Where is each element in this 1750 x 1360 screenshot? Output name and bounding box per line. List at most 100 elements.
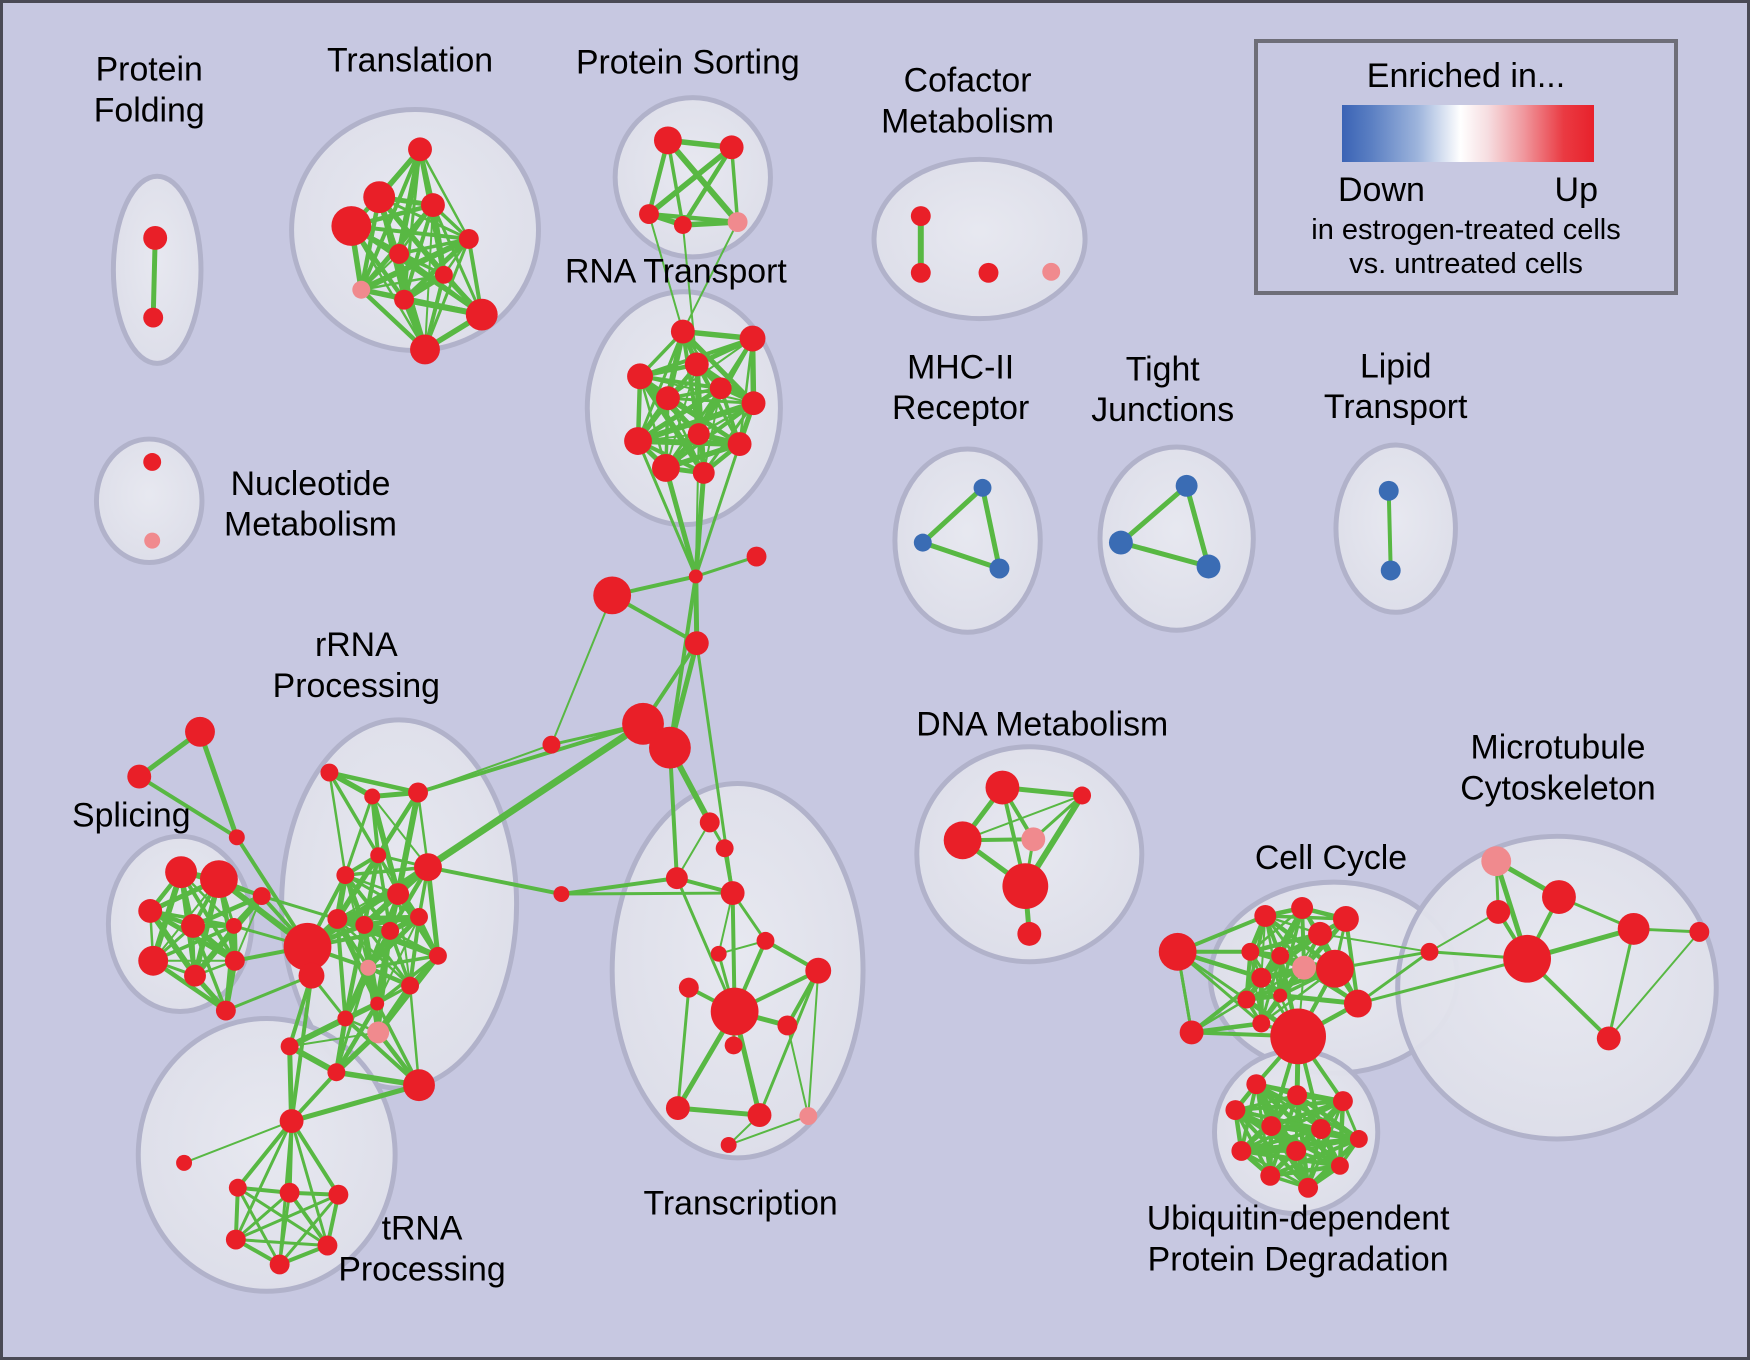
- trna-label: tRNA: [382, 1209, 463, 1247]
- microtubule-node-3: [1503, 934, 1552, 983]
- ubiquitin-node-5: [1311, 1119, 1331, 1139]
- ubiquitin-label: Protein Degradation: [1148, 1240, 1449, 1278]
- splicing-node-0: [165, 856, 198, 889]
- microtubule-node-1: [1542, 880, 1576, 914]
- rrna-node-4: [336, 866, 355, 885]
- trna-node-2: [228, 1178, 247, 1197]
- dna-node-1: [1073, 786, 1092, 805]
- cofactor-node-1: [910, 262, 931, 283]
- splicing_tri-node-2: [228, 829, 245, 846]
- rna_transport-label: RNA Transport: [565, 253, 787, 291]
- tight-node-1: [1108, 530, 1133, 555]
- cofactor-label: Metabolism: [881, 102, 1054, 140]
- transcription-node-6: [805, 957, 832, 984]
- chain-node-6: [542, 735, 561, 754]
- rrna-node-17: [280, 1037, 299, 1056]
- nodes-layer: [127, 126, 1710, 1275]
- protein_sorting-node-1: [719, 135, 744, 160]
- rrna-node-16: [367, 1021, 390, 1044]
- ubiquitin-node-4: [1261, 1116, 1282, 1136]
- microtubule-node-4: [1420, 942, 1439, 961]
- cell_cycle-node-0: [1158, 932, 1197, 971]
- rrna-node-10: [410, 907, 428, 926]
- legend-up-label: Up: [1554, 171, 1598, 209]
- rna_transport-node-0: [670, 319, 695, 344]
- transcription-node-4: [756, 931, 775, 950]
- chain-node-4: [622, 702, 664, 745]
- trna-node-3: [279, 1182, 300, 1203]
- splicing_tri-node-0: [185, 716, 215, 747]
- legend-title: Enriched in...: [1366, 57, 1566, 95]
- cell_cycle-node-12: [1252, 1014, 1271, 1033]
- cell_cycle-node-14: [1270, 1008, 1327, 1065]
- cofactor-node-2: [978, 262, 999, 283]
- trna-node-4: [328, 1184, 349, 1205]
- rna_transport-node-2: [684, 352, 709, 377]
- cell_cycle-node-2: [1291, 897, 1314, 919]
- transcription-node-1: [715, 839, 734, 858]
- mhc-node-2: [989, 558, 1010, 579]
- cell_cycle-node-9: [1316, 949, 1354, 988]
- transcription-node-3: [720, 881, 745, 906]
- cell_cycle-label: Cell Cycle: [1255, 839, 1407, 877]
- ubiquitin-node-9: [1330, 1156, 1349, 1175]
- rna_transport-node-4: [709, 377, 732, 400]
- lipid-label: Transport: [1324, 388, 1468, 426]
- chain-node-1: [746, 546, 767, 567]
- transcription-node-9: [777, 1015, 798, 1036]
- legend-subtitle-line2: vs. untreated cells: [1349, 248, 1583, 280]
- transcription-node-14: [720, 1136, 737, 1153]
- microtubule-node-6: [1689, 921, 1710, 942]
- transcription-node-13: [799, 1107, 818, 1126]
- chain-node-2: [593, 576, 632, 615]
- rrna-node-18: [327, 1063, 346, 1082]
- dna-label: DNA Metabolism: [916, 706, 1168, 744]
- ubiquitin-node-3: [1225, 1100, 1246, 1121]
- legend-subtitle-line1: in estrogen-treated cells: [1311, 214, 1621, 246]
- transcription-node-7: [678, 977, 699, 998]
- cell_cycle-node-5: [1241, 942, 1260, 961]
- splicing-node-1: [199, 860, 238, 899]
- rrna_hub-node-1: [298, 962, 325, 989]
- protein_sorting-node-3: [673, 216, 692, 234]
- nucleotide-ellipse: [93, 436, 205, 566]
- legend-box: Enriched in... Down Up in estrogen-treat…: [1254, 39, 1678, 295]
- mhc-ellipse: [892, 446, 1043, 635]
- rrna-node-2: [408, 782, 428, 803]
- transcription-node-8: [710, 987, 759, 1036]
- ubiquitin-node-1: [1287, 1085, 1308, 1106]
- cell_cycle-node-6: [1271, 946, 1290, 965]
- splicing-node-3: [181, 913, 205, 938]
- splicing-label: Splicing: [72, 796, 190, 834]
- trna-node-7: [269, 1254, 290, 1275]
- microtubule-node-7: [1596, 1026, 1621, 1051]
- tight-node-0: [1175, 474, 1198, 497]
- rrna-node-7: [327, 908, 348, 929]
- transcription-node-12: [747, 1103, 772, 1128]
- tight-node-2: [1196, 554, 1221, 579]
- transcription-node-0: [699, 812, 720, 833]
- splicing-node-9: [215, 1000, 236, 1021]
- rrna-node-11: [360, 959, 377, 976]
- rna_transport-node-8: [624, 427, 652, 455]
- translation-node-9: [465, 298, 498, 331]
- ubiquitin-label: Ubiquitin-dependent: [1147, 1200, 1450, 1238]
- translation-node-6: [434, 265, 453, 284]
- rrna-node-13: [428, 946, 447, 965]
- cell_cycle-node-11: [1273, 988, 1288, 1003]
- splicing-node-5: [138, 945, 169, 976]
- splicing_tri-node-1: [127, 764, 152, 789]
- protein_sorting-node-4: [727, 212, 748, 232]
- mhc-label: MHC-II: [907, 348, 1014, 386]
- cell_cycle-node-7: [1292, 955, 1317, 980]
- tight-label: Junctions: [1091, 391, 1234, 429]
- ubiquitin-node-2: [1332, 1091, 1353, 1112]
- trna-node-1: [176, 1154, 193, 1171]
- rrna-node-15: [337, 1010, 354, 1027]
- cell_cycle-node-1: [1254, 905, 1277, 927]
- cofactor-ellipse: [871, 156, 1088, 322]
- translation-node-5: [389, 243, 410, 264]
- nucleotide-node-1: [144, 532, 161, 549]
